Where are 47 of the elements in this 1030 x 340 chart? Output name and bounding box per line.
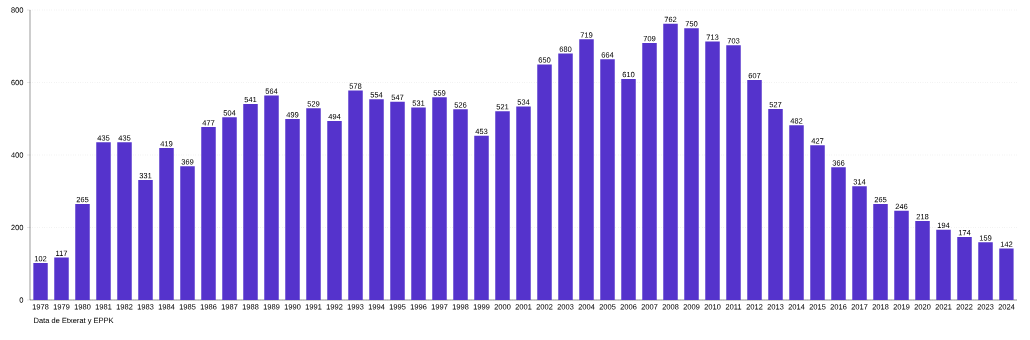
bar xyxy=(705,41,720,300)
bar xyxy=(327,120,342,300)
bar xyxy=(75,203,90,300)
bar xyxy=(495,111,510,300)
bar xyxy=(999,248,1014,300)
bar xyxy=(180,166,195,300)
bar xyxy=(348,90,363,300)
bar xyxy=(537,64,552,300)
bar xyxy=(915,220,930,300)
bar xyxy=(684,28,699,300)
bar xyxy=(831,167,846,300)
bar xyxy=(852,186,867,300)
bar xyxy=(306,108,321,300)
bar xyxy=(474,135,489,300)
bar xyxy=(873,203,888,300)
bar xyxy=(453,109,468,300)
bar xyxy=(558,53,573,300)
bar xyxy=(936,229,951,300)
bar xyxy=(411,107,426,300)
bar xyxy=(222,117,237,300)
bar xyxy=(663,23,678,300)
bar xyxy=(810,145,825,300)
bar xyxy=(201,127,216,300)
bar xyxy=(54,257,69,300)
bar xyxy=(159,148,174,300)
bar xyxy=(432,97,447,300)
bar xyxy=(600,59,615,300)
bar xyxy=(726,45,741,300)
bar xyxy=(285,119,300,300)
bar xyxy=(642,42,657,300)
bar xyxy=(894,210,909,300)
bar xyxy=(789,125,804,300)
bar xyxy=(390,101,405,300)
bar xyxy=(138,180,153,300)
bar xyxy=(243,103,258,300)
bar xyxy=(978,242,993,300)
bar xyxy=(117,142,132,300)
bar xyxy=(579,39,594,300)
bar xyxy=(96,142,111,300)
bar xyxy=(369,99,384,300)
bar xyxy=(957,236,972,300)
bar xyxy=(768,108,783,300)
bar xyxy=(33,263,48,300)
bar xyxy=(747,79,762,300)
bar xyxy=(264,95,279,300)
bar xyxy=(621,78,636,300)
bar xyxy=(516,106,531,300)
